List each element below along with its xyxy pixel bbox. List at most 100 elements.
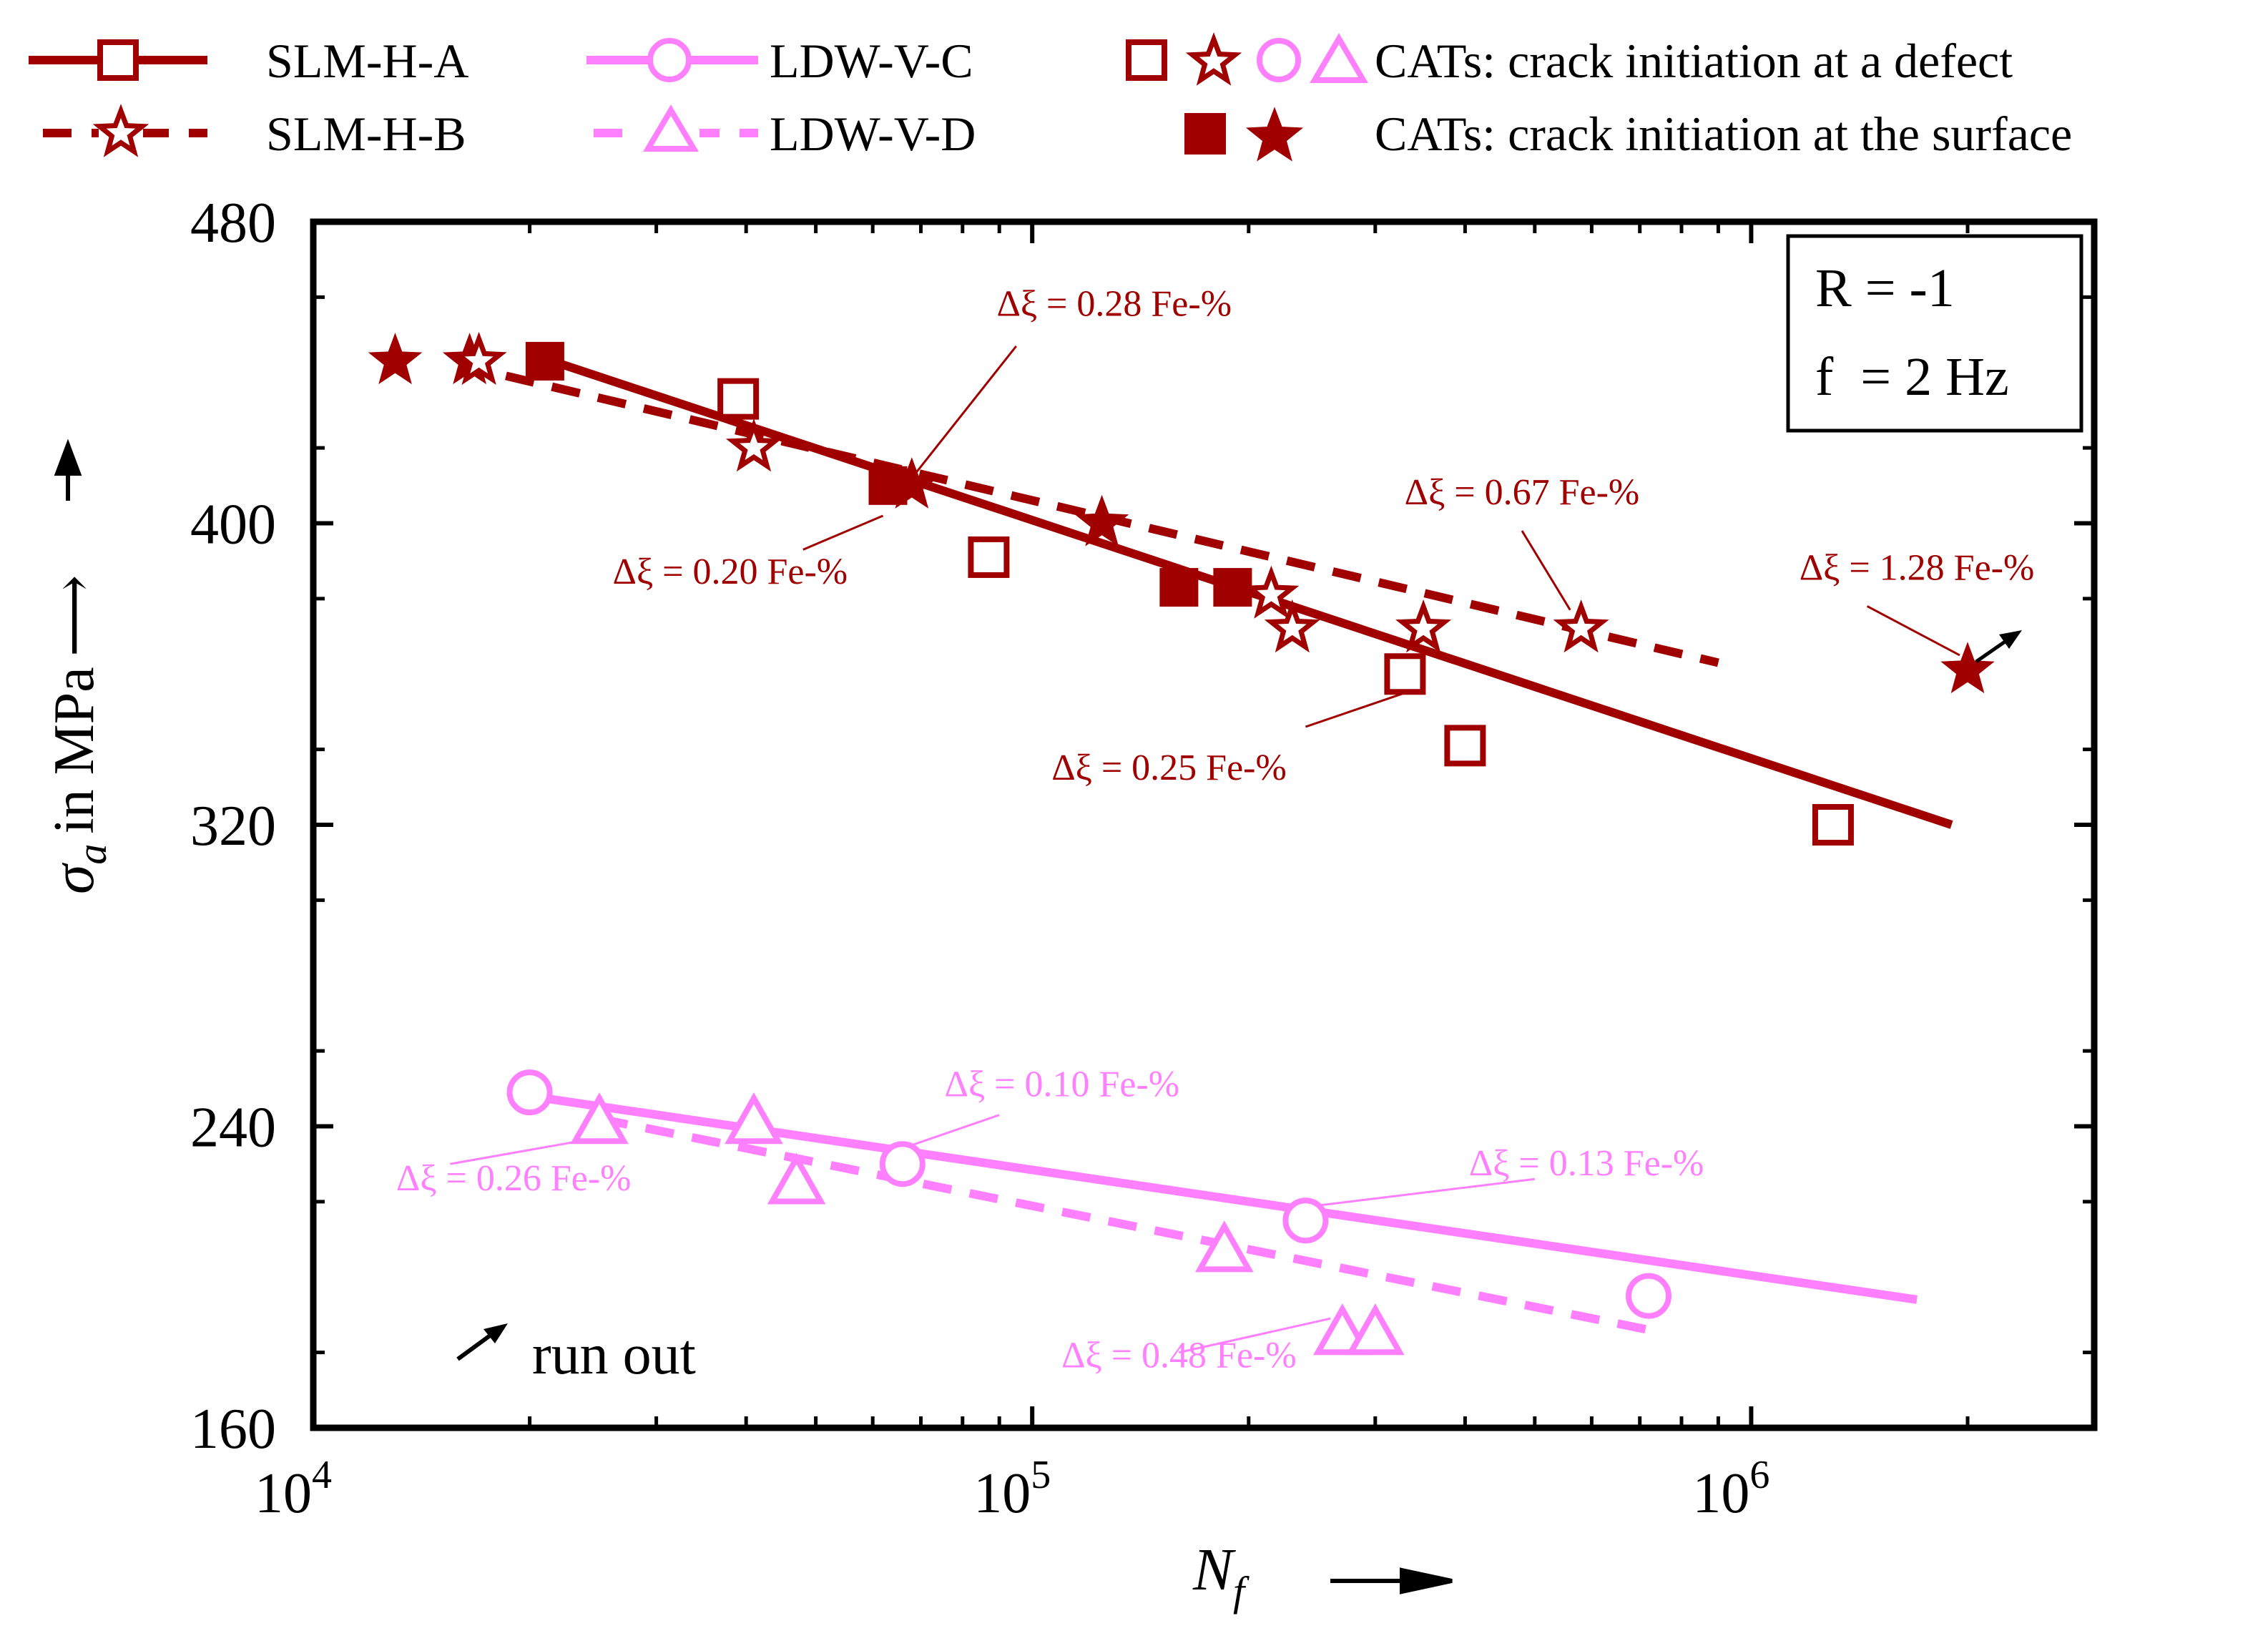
legend-label-cats-surface: CATs: crack initiation at the surface <box>1375 107 2072 161</box>
y-tick-label: 400 <box>190 494 276 557</box>
legend-entry-cats-defect: CATs: crack initiation at a defect <box>1126 32 2013 88</box>
data-point-square <box>717 378 760 420</box>
data-point-square <box>1812 804 1854 846</box>
y-axis-subscript: a <box>69 844 115 865</box>
legend-entry-ldw-v-c: LDW-V-C <box>586 34 973 88</box>
data-point-square <box>1213 568 1252 607</box>
info-frequency: f = 2 Hz <box>1815 347 2009 407</box>
x-axis-subscript: f <box>1233 1568 1250 1615</box>
legend-filled-star-icon <box>1245 107 1304 162</box>
legend-triangle-icon <box>1310 33 1368 83</box>
data-point-star <box>885 457 939 509</box>
data-point-star <box>1395 599 1452 653</box>
data-point-star <box>1553 599 1609 653</box>
legend: SLM-H-A SLM-H-B LDW-V-C LDW-V-D CATs: cr… <box>29 32 2072 162</box>
data-point-square <box>968 536 1010 578</box>
run-out-note: run out <box>456 1323 696 1386</box>
data-point-square <box>525 341 564 381</box>
y-tick-label: 240 <box>190 1097 276 1160</box>
annotation-label: Δξ = 0.26 Fe-% <box>396 1158 632 1199</box>
data-point-triangle <box>725 1092 783 1145</box>
fit-lines <box>458 349 1953 1334</box>
y-axis-title: σa in MPa ⟶ <box>40 575 115 894</box>
legend-filled-square-icon <box>1184 113 1226 155</box>
annotation-label: Δξ = 0.48 Fe-% <box>1061 1336 1297 1376</box>
data-point-circle <box>1625 1273 1671 1319</box>
annotation-leader <box>1866 605 1960 657</box>
x-axis-title: Nf <box>1192 1537 1250 1615</box>
run-out-marker-arrow <box>1998 629 2022 649</box>
run-out-label: run out <box>532 1323 696 1386</box>
data-point-circle <box>1282 1197 1329 1244</box>
data-point-square <box>1444 725 1486 767</box>
annotation-label: Δξ = 1.28 Fe-% <box>1800 548 2035 589</box>
info-box-frame <box>1786 234 2083 433</box>
data-point-triangle <box>570 1092 629 1145</box>
data-point-circle <box>506 1069 553 1116</box>
x-tick-label: 106 <box>1692 1453 1769 1525</box>
legend-star-icon <box>92 104 149 157</box>
legend-entry-ldw-v-d: LDW-V-D <box>594 104 976 161</box>
annotation-leaders <box>450 345 1960 1354</box>
annotation-label: Δξ = 0.25 Fe-% <box>1051 748 1287 788</box>
fit-line-ldw-v-d <box>598 1114 1650 1334</box>
data-point-triangle <box>1194 1220 1254 1273</box>
legend-square-icon <box>1126 39 1167 81</box>
data-point-circle <box>879 1141 926 1187</box>
annotation-label: Δξ = 0.13 Fe-% <box>1469 1143 1704 1184</box>
annotation-leader <box>911 1114 1000 1147</box>
legend-entry-cats-surface: CATs: crack initiation at the surface <box>1184 107 2072 162</box>
fit-line-slm-h-b <box>458 361 1719 667</box>
x-axis-arrow-icon <box>1330 1567 1453 1594</box>
data-point-star <box>1074 494 1129 547</box>
legend-label-ldw-v-d: LDW-V-D <box>770 107 976 161</box>
legend-star-icon <box>1185 32 1242 86</box>
run-out-arrow-icon <box>483 1323 508 1343</box>
x-tick-label: 105 <box>973 1453 1051 1525</box>
data-point-star <box>1940 642 1995 694</box>
data-point-star <box>725 418 782 472</box>
annotation-leader <box>1305 692 1405 728</box>
y-axis-unit: in MPa <box>43 667 106 833</box>
annotation-leader <box>802 514 884 551</box>
data-point-triangle <box>767 1152 826 1205</box>
x-tick-label: 104 <box>255 1453 332 1525</box>
x-axis-symbol: N <box>1192 1537 1236 1603</box>
data-points <box>368 331 2022 1356</box>
y-axis-arrow: ⟶ <box>43 575 106 657</box>
data-point-star <box>1243 565 1300 619</box>
annotation-leader <box>1521 530 1571 611</box>
plot-frame <box>310 218 2098 1431</box>
annotation-label: Δξ = 0.10 Fe-% <box>945 1064 1180 1104</box>
data-point-star <box>368 333 423 385</box>
annotation-leader <box>1318 1177 1535 1207</box>
info-r-ratio: R = -1 <box>1815 258 1955 318</box>
data-point-star <box>451 331 507 386</box>
y-tick-label: 160 <box>190 1398 276 1461</box>
run-out-arrow-shaft <box>456 1330 496 1361</box>
run-out-marker-shaft <box>1975 637 2011 664</box>
legend-label-cats-defect: CATs: crack initiation at a defect <box>1375 34 2013 88</box>
legend-label-ldw-v-c: LDW-V-C <box>770 34 973 88</box>
annotations: Δξ = 0.28 Fe-% Δξ = 0.20 Fe-% Δξ = 0.67 Fe… <box>396 284 2034 1376</box>
data-point-square <box>1384 653 1426 695</box>
annotation-label: Δξ = 0.20 Fe-% <box>613 552 848 592</box>
annotation-label: Δξ = 0.28 Fe-% <box>996 284 1232 325</box>
annotation-leader <box>1179 1317 1331 1354</box>
legend-label-slm-h-a: SLM-H-A <box>266 34 468 88</box>
legend-circle-icon <box>1257 38 1301 82</box>
legend-entry-slm-h-a: SLM-H-A <box>29 34 468 88</box>
info-box: R = -1 f = 2 Hz <box>1786 234 2083 433</box>
legend-square-icon <box>97 39 139 81</box>
y-axis-arrow-icon <box>54 439 82 501</box>
legend-entry-slm-h-b: SLM-H-B <box>43 104 466 161</box>
legend-triangle-icon <box>642 104 699 152</box>
y-axis-symbol: σ <box>40 862 107 894</box>
legend-circle-icon <box>647 38 692 82</box>
data-point-star <box>1264 599 1320 653</box>
annotation-leader <box>910 345 1017 479</box>
y-tick-label: 480 <box>190 192 276 255</box>
legend-label-slm-h-b: SLM-H-B <box>266 107 466 161</box>
